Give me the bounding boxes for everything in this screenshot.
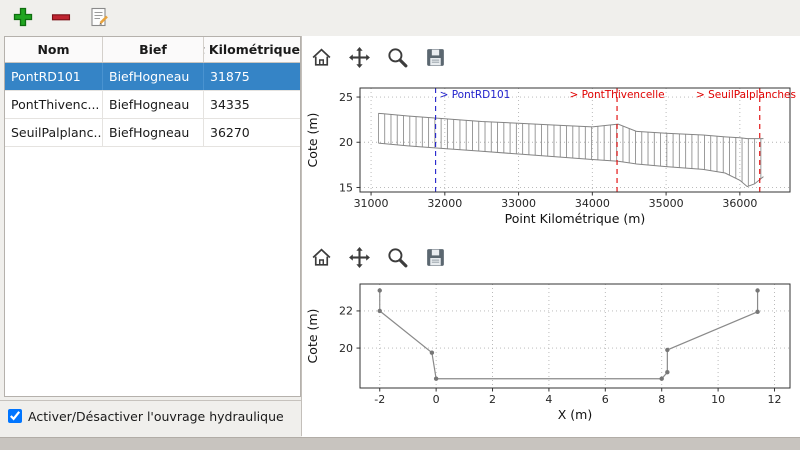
home-button[interactable] <box>308 44 334 70</box>
section-line <box>379 290 759 380</box>
x-tick-label: 10 <box>711 393 725 406</box>
axes-frame <box>359 87 791 193</box>
y-axis-label: Cote (m) <box>305 309 320 364</box>
x-tick-label: 8 <box>658 393 665 406</box>
cell-pk: 31875 <box>210 69 250 84</box>
profile-plot-toolbar <box>308 40 448 74</box>
x-tick-label: 2 <box>489 393 496 406</box>
save-button[interactable] <box>422 44 448 70</box>
main-toolbar <box>0 0 800 34</box>
y-axis-label: Cote (m) <box>305 113 320 168</box>
activate-checkbox[interactable] <box>8 409 22 423</box>
zoom-button[interactable] <box>384 44 410 70</box>
cell-nom: PontRD101 <box>5 63 103 90</box>
y-tick-label: 25 <box>339 91 353 104</box>
section-marker <box>377 308 382 314</box>
axes-frame <box>359 283 791 389</box>
y-tick-label: 20 <box>339 136 353 149</box>
cell-bief: BiefHogneau <box>103 63 204 90</box>
status-bar <box>0 437 800 450</box>
pan-button[interactable] <box>346 44 372 70</box>
zoom-button[interactable] <box>384 244 410 270</box>
section-marker <box>377 288 382 293</box>
cell-bief: BiefHogneau <box>103 119 204 146</box>
table-header-row: Nom Bief Point Kilométrique <box>5 37 300 63</box>
x-tick-label: 12 <box>767 393 781 406</box>
add-button[interactable] <box>10 4 36 30</box>
section-marker <box>755 288 760 293</box>
save-button[interactable] <box>422 244 448 270</box>
column-header-nom[interactable]: Nom <box>5 37 103 62</box>
cell-pk: 34335 <box>210 97 250 112</box>
x-tick-label: 33000 <box>501 197 536 210</box>
edit-document-icon <box>91 7 108 27</box>
table-row[interactable]: PontThivenc... BiefHogneau 34335 <box>5 91 300 119</box>
x-axis-label: Point Kilométrique (m) <box>505 211 646 226</box>
column-header-pk[interactable]: Point Kilométrique <box>204 42 300 57</box>
activate-checkbox-row: Activer/Désactiver l'ouvrage hydraulique <box>8 405 284 427</box>
section-marker <box>665 347 670 353</box>
y-tick-label: 22 <box>339 305 353 318</box>
cell-pk: 36270 <box>210 125 250 140</box>
magnifier-icon <box>387 47 407 67</box>
panel-divider <box>301 36 302 436</box>
x-tick-label: 6 <box>602 393 609 406</box>
minus-icon <box>51 14 71 21</box>
plus-icon <box>13 7 33 27</box>
column-header-bief[interactable]: Bief <box>103 37 204 62</box>
y-tick-label: 20 <box>339 342 353 355</box>
cell-nom: SeuilPalplanc... <box>5 119 103 146</box>
x-tick-label: 34000 <box>575 197 610 210</box>
profile-top-line <box>378 112 764 140</box>
pan-icon <box>348 246 370 268</box>
section-plot-canvas[interactable]: -2 0 2 4 6 8 10 12 20 22 X (m) Cote (m) <box>304 274 798 426</box>
section-marker <box>755 309 760 315</box>
cell-bief: BiefHogneau <box>103 91 204 118</box>
section-marker <box>665 370 670 375</box>
home-icon <box>312 247 330 266</box>
ouvrages-table: Nom Bief Point Kilométrique PontRD101 Bi… <box>4 36 301 397</box>
remove-button[interactable] <box>48 4 74 30</box>
activate-checkbox-label[interactable]: Activer/Désactiver l'ouvrage hydraulique <box>28 408 284 424</box>
annotation-label: > PontRD101 <box>440 89 511 101</box>
section-marker <box>659 376 664 381</box>
section-marker <box>433 376 439 381</box>
x-tick-label: 35000 <box>649 197 684 210</box>
save-icon <box>426 48 444 66</box>
x-tick-label: 0 <box>433 393 440 406</box>
edit-button[interactable] <box>86 4 112 30</box>
x-tick-label: 36000 <box>722 197 757 210</box>
pan-button[interactable] <box>346 244 372 270</box>
table-row[interactable]: SeuilPalplanc... BiefHogneau 36270 <box>5 119 300 147</box>
magnifier-icon <box>387 247 407 267</box>
section-marker <box>429 350 435 355</box>
x-tick-label: -2 <box>374 393 385 406</box>
home-button[interactable] <box>308 244 334 270</box>
annotation-label: > PontThivencelle <box>569 89 664 101</box>
pan-icon <box>348 46 370 68</box>
cell-nom: PontThivenc... <box>5 91 103 118</box>
x-axis-label: X (m) <box>558 407 592 422</box>
table-row[interactable]: PontRD101 BiefHogneau 31875 <box>5 63 300 91</box>
section-plot-toolbar <box>308 240 448 274</box>
home-icon <box>312 47 330 66</box>
profile-bottom-line <box>378 142 764 188</box>
x-tick-label: 4 <box>545 393 552 406</box>
x-tick-label: 31000 <box>354 197 389 210</box>
x-tick-label: 32000 <box>427 197 462 210</box>
plots-panel: > PontRD101 > PontThivencelle > SeuilPalpl… <box>302 36 800 437</box>
annotation-label: > SeuilPalplanches <box>696 89 796 101</box>
save-icon <box>426 248 444 266</box>
y-tick-label: 15 <box>339 181 353 194</box>
profile-plot-canvas[interactable]: > PontRD101 > PontThivencelle > SeuilPalpl… <box>304 78 798 230</box>
horizontal-divider <box>0 400 302 401</box>
